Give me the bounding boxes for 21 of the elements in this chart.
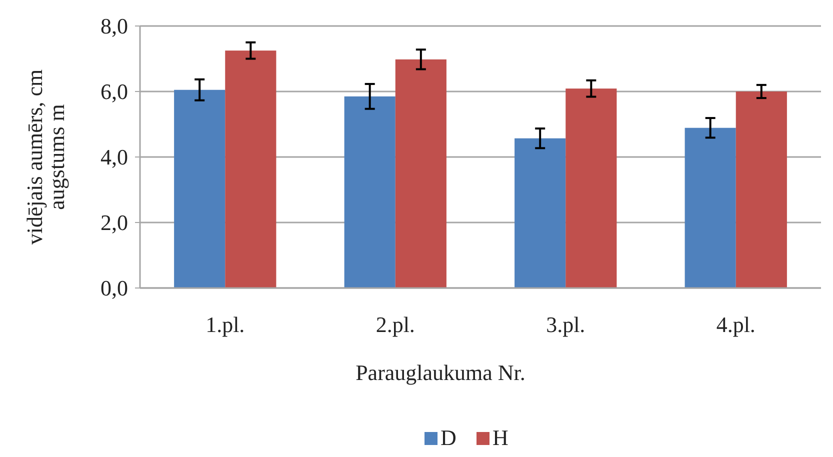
x-tick-label: 2.pl. [376,312,415,337]
y-tick-label: 6,0 [100,79,128,104]
bar [174,90,226,288]
x-tick-label: 4.pl. [716,312,756,337]
legend-label: H [492,425,508,450]
y-tick-label: 0,0 [100,276,128,301]
bar [736,92,787,288]
y-tick-label: 8,0 [100,14,128,39]
legend-label: D [440,425,456,450]
bar [514,138,566,288]
x-tick-label: 3.pl. [546,312,586,337]
x-axis-title: Parauglaukuma Nr. [356,360,526,385]
bar [395,59,446,288]
bar [684,128,736,288]
y-tick-label: 2,0 [100,210,128,236]
bar [344,96,396,288]
bar [225,50,276,288]
bar [566,88,617,288]
y-tick-label: 4,0 [100,144,128,170]
y-axis-title: vidējais aumērs, cm augstums m [22,69,69,245]
x-tick-label: 1.pl. [206,312,245,337]
